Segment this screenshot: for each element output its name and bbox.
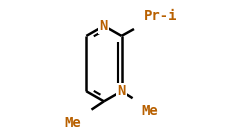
Text: Me: Me xyxy=(65,116,81,130)
Text: Pr-i: Pr-i xyxy=(144,9,178,23)
Text: Me: Me xyxy=(142,104,158,118)
Text: N: N xyxy=(117,84,126,98)
Text: N: N xyxy=(100,19,108,33)
